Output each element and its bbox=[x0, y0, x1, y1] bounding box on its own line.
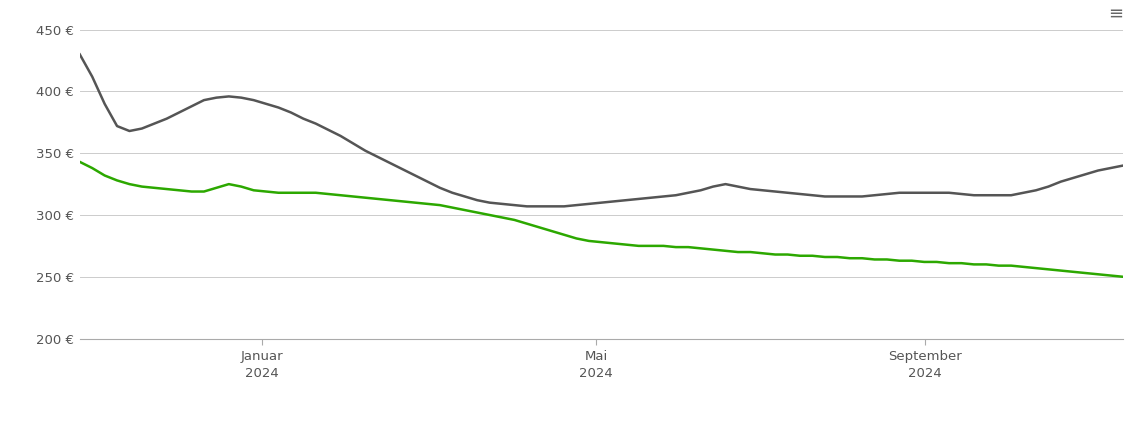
Legend: lose Ware, Sackware: lose Ware, Sackware bbox=[488, 431, 715, 434]
Text: ≡: ≡ bbox=[1108, 4, 1123, 23]
